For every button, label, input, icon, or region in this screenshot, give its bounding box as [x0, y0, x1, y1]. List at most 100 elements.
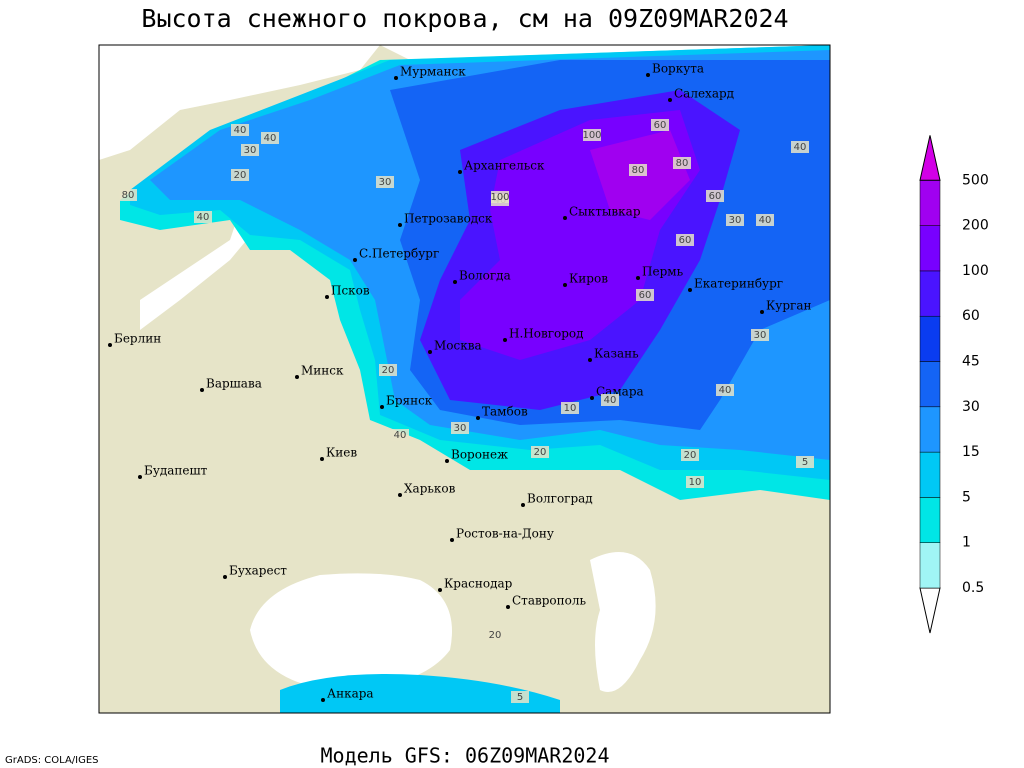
contour-label: 40	[234, 125, 247, 136]
legend-swatch	[919, 497, 941, 543]
caspian-sea	[590, 552, 656, 692]
contour-label-box	[796, 456, 814, 468]
city-dot	[588, 358, 592, 362]
legend-swatch	[919, 135, 941, 181]
contour-label-box	[726, 214, 744, 226]
city-label: Н.Новгород	[509, 327, 584, 341]
city-dot	[668, 98, 672, 102]
contour-label-box	[601, 394, 619, 406]
contour-label-box	[636, 289, 654, 301]
contour-label-box	[194, 211, 212, 223]
legend-level: 5	[962, 489, 971, 505]
city-label: Харьков	[404, 482, 456, 496]
contour-label: 20	[489, 630, 502, 641]
city-dot	[646, 73, 650, 77]
contour-label: 100	[490, 192, 509, 203]
map: Мурманск Воркута Салехард Архангельск Сыктыв…	[99, 45, 830, 713]
city-dot	[398, 493, 402, 497]
city-label: Салехард	[674, 87, 734, 101]
contour-label: 30	[379, 177, 392, 188]
contour-label-box	[511, 691, 529, 703]
city-label: Казань	[594, 347, 639, 361]
contour-label-box	[231, 169, 249, 181]
city-label: Мурманск	[400, 65, 466, 79]
contour-label-box	[756, 214, 774, 226]
contour-label: 80	[676, 158, 689, 169]
city-label: Бухарест	[229, 564, 287, 578]
contour-label-box	[119, 189, 137, 201]
contour-label: 100	[582, 130, 601, 141]
contour-label-box	[706, 190, 724, 202]
contour-label-box	[681, 449, 699, 461]
city-label: Пермь	[642, 265, 684, 279]
city-label: Берлин	[114, 332, 161, 346]
city-label: Вологда	[459, 269, 511, 283]
contour-label: 40	[394, 430, 407, 441]
legend-swatch	[919, 451, 941, 498]
city-dot	[688, 288, 692, 292]
title: Высота снежного покрова, см на 09Z09MAR2…	[141, 4, 788, 33]
contour-label: 60	[639, 290, 652, 301]
legend-swatch	[919, 361, 941, 408]
city-label: Курган	[766, 299, 811, 313]
contour-label-box	[791, 141, 809, 153]
city-dot	[521, 503, 525, 507]
city-dot	[760, 310, 764, 314]
legend-level: 30	[962, 399, 980, 415]
city-dot	[325, 295, 329, 299]
city-dot	[295, 375, 299, 379]
city-label: Краснодар	[444, 577, 513, 591]
city-dot	[563, 283, 567, 287]
contour-label-box	[686, 476, 704, 488]
contour-label: 80	[632, 165, 645, 176]
contour-label: 20	[684, 450, 697, 461]
city-label: Тамбов	[482, 405, 528, 419]
city-dot	[458, 170, 462, 174]
city-dot	[380, 405, 384, 409]
city-label: Варшава	[206, 377, 262, 391]
legend-swatch	[919, 406, 941, 453]
contour-label: 60	[654, 120, 667, 131]
contour-label: 20	[382, 365, 395, 376]
city-dot	[563, 216, 567, 220]
contour-label: 5	[802, 457, 808, 468]
legend-level: 45	[962, 354, 980, 370]
city-dot	[438, 588, 442, 592]
legend-level: 1	[962, 535, 971, 551]
legend-swatch	[919, 270, 941, 317]
contour-label: 60	[679, 235, 692, 246]
city-dot	[321, 698, 325, 702]
contour-label-box	[379, 364, 397, 376]
city-label: Киев	[326, 446, 357, 460]
contour-label-box	[241, 144, 259, 156]
contour-label: 10	[689, 477, 702, 488]
contour-label-box	[491, 191, 509, 203]
city-label: С.Петербург	[359, 247, 439, 261]
city-dot	[636, 276, 640, 280]
snow-turkey	[280, 674, 560, 713]
city-label: Москва	[434, 339, 482, 353]
contour-label: 20	[234, 170, 247, 181]
legend-swatch	[919, 315, 941, 362]
contour-label-box	[451, 422, 469, 434]
city-dot	[450, 538, 454, 542]
cities: Мурманск Воркута Салехард Архангельск Сыктыв…	[108, 62, 811, 702]
city-dot	[503, 338, 507, 342]
credit: GrADS: COLA/IGES	[5, 755, 99, 766]
city-dot	[108, 343, 112, 347]
contour-label: 40	[794, 142, 807, 153]
legend-level: 500	[962, 172, 989, 188]
city-label: Киров	[569, 272, 608, 286]
city-dot	[506, 605, 510, 609]
contour-label: 40	[264, 133, 277, 144]
map-frame	[98, 44, 831, 714]
contour-label-box	[561, 402, 579, 414]
city-dot	[223, 575, 227, 579]
legend-level: 15	[962, 444, 980, 460]
city-label: Псков	[331, 284, 370, 298]
legend-swatch	[919, 542, 941, 589]
contour-label: 40	[604, 395, 617, 406]
city-label: Воркута	[652, 62, 704, 76]
